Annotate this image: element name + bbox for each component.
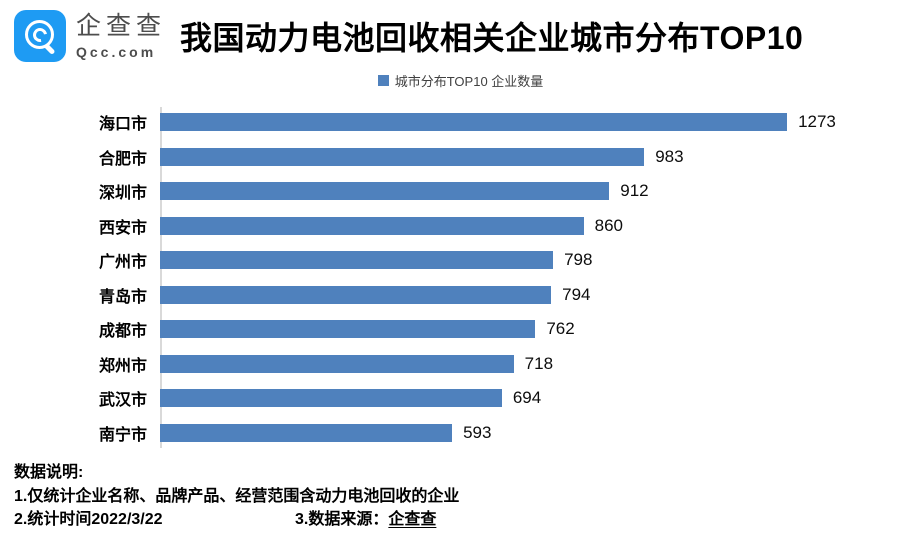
bar-track: 762 xyxy=(160,312,921,347)
bar xyxy=(160,389,502,408)
category-label: 广州市 xyxy=(98,254,147,272)
magnifier-handle-icon xyxy=(43,42,56,56)
category-label: 海口市 xyxy=(98,116,147,134)
header: 企查查 Qcc.com 我国动力电池回收相关企业城市分布TOP10 xyxy=(0,0,921,62)
note-3: 3.数据来源：企查查 xyxy=(295,508,436,532)
chart-row: 深圳市 912 xyxy=(14,174,921,209)
category-label: 深圳市 xyxy=(98,185,147,203)
legend: 城市分布TOP10 企业数量 xyxy=(0,71,921,90)
note-2: 2.统计时间2022/3/22 xyxy=(14,511,163,528)
category-label: 成都市 xyxy=(98,323,147,341)
category-label: 青岛市 xyxy=(98,288,147,306)
chart-row: 成都市 762 xyxy=(14,312,921,347)
chart-row: 广州市 798 xyxy=(14,243,921,278)
notes-heading: 数据说明: xyxy=(14,464,84,481)
brand-name: 企查查 xyxy=(76,11,167,40)
bar-track: 718 xyxy=(160,347,921,382)
bar-track: 1273 xyxy=(160,105,921,140)
chart-row: 南宁市 593 xyxy=(14,416,921,451)
brand-domain: Qcc.com xyxy=(76,43,157,60)
magnifier-ring-icon xyxy=(25,20,54,49)
bar xyxy=(160,251,554,270)
bar-track: 794 xyxy=(160,278,921,313)
note-1: 1.仅统计企业名称、品牌产品、经营范围含动力电池回收的企业 xyxy=(14,487,460,505)
note-3-label: 3.数据来源： xyxy=(295,511,389,528)
chart-row: 郑州市 718 xyxy=(14,347,921,382)
legend-swatch xyxy=(377,75,389,86)
chart-row: 武汉市 694 xyxy=(14,381,921,416)
bar xyxy=(160,216,584,235)
chart-row: 西安市 860 xyxy=(14,209,921,244)
bar-track: 798 xyxy=(160,243,921,278)
value-label: 718 xyxy=(524,353,554,373)
bar xyxy=(160,113,788,132)
bar xyxy=(160,354,514,373)
legend-label: 城市分布TOP10 企业数量 xyxy=(394,74,544,89)
value-label: 762 xyxy=(546,319,575,339)
brand-text: 企查查 Qcc.com xyxy=(76,11,167,60)
category-label: 西安市 xyxy=(98,219,147,237)
bar xyxy=(160,147,645,166)
chart-row: 合肥市 983 xyxy=(14,140,921,175)
y-axis-line xyxy=(160,107,162,448)
chart-row: 海口市 1273 xyxy=(14,105,921,140)
chart-row: 青岛市 794 xyxy=(14,278,921,313)
bar-track: 593 xyxy=(160,416,921,451)
qcc-logo-icon xyxy=(14,10,66,62)
bar-track: 860 xyxy=(160,209,921,244)
notes-line: 2.统计时间2022/3/22 3.数据来源：企查查 xyxy=(14,508,921,532)
value-label: 860 xyxy=(594,215,623,235)
value-label: 794 xyxy=(562,284,591,304)
bar-chart: 海口市 1273 合肥市 983 深圳市 912 西安市 860 广州市 798 青岛市 794 成都市… xyxy=(0,105,921,450)
category-label: 南宁市 xyxy=(98,426,147,444)
bar xyxy=(160,320,536,339)
data-notes: 数据说明: 1.仅统计企业名称、品牌产品、经营范围含动力电池回收的企业 2.统计… xyxy=(14,461,921,532)
bar xyxy=(160,182,610,201)
value-label: 983 xyxy=(655,146,684,166)
category-label: 武汉市 xyxy=(98,392,147,410)
bar-track: 983 xyxy=(160,140,921,175)
value-label: 1273 xyxy=(798,112,836,132)
bar-track: 694 xyxy=(160,381,921,416)
value-label: 912 xyxy=(620,181,649,201)
page-title: 我国动力电池回收相关企业城市分布TOP10 xyxy=(180,20,804,56)
bar-track: 912 xyxy=(160,174,921,209)
value-label: 798 xyxy=(564,250,593,270)
category-label: 郑州市 xyxy=(98,357,147,375)
value-label: 593 xyxy=(463,422,492,442)
bar xyxy=(160,423,453,442)
source-name: 企查查 xyxy=(388,511,437,528)
value-label: 694 xyxy=(512,388,542,408)
bar xyxy=(160,285,552,304)
category-label: 合肥市 xyxy=(98,150,147,168)
